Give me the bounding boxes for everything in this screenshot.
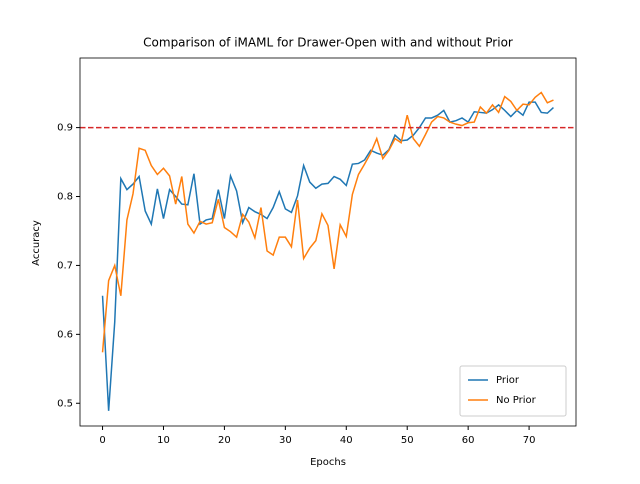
y-axis-label: Accuracy [31,220,42,266]
legend-box [459,365,567,417]
chart-title: Comparison of iMAML for Drawer-Open with… [143,36,513,50]
x-axis-label: Epochs [310,457,346,468]
x-tick-label: 40 [340,435,353,446]
series-line [101,91,554,353]
axes-frame [79,57,577,427]
x-tick-label: 50 [401,435,414,446]
y-tick-label: 0.9 [57,123,73,134]
y-tick-label: 0.8 [57,192,73,203]
x-tick-label: 10 [157,435,170,446]
y-tick-label: 0.5 [57,398,73,409]
x-tick-label: 70 [523,435,536,446]
legend-label: No Prior [496,395,537,406]
y-tick-label: 0.6 [57,329,73,340]
legend-label: Prior [496,375,520,386]
x-tick-label: 60 [462,435,475,446]
x-tick-label: 0 [99,435,105,446]
x-tick-label: 20 [218,435,231,446]
y-tick-label: 0.7 [57,260,73,271]
x-tick-label: 30 [279,435,292,446]
